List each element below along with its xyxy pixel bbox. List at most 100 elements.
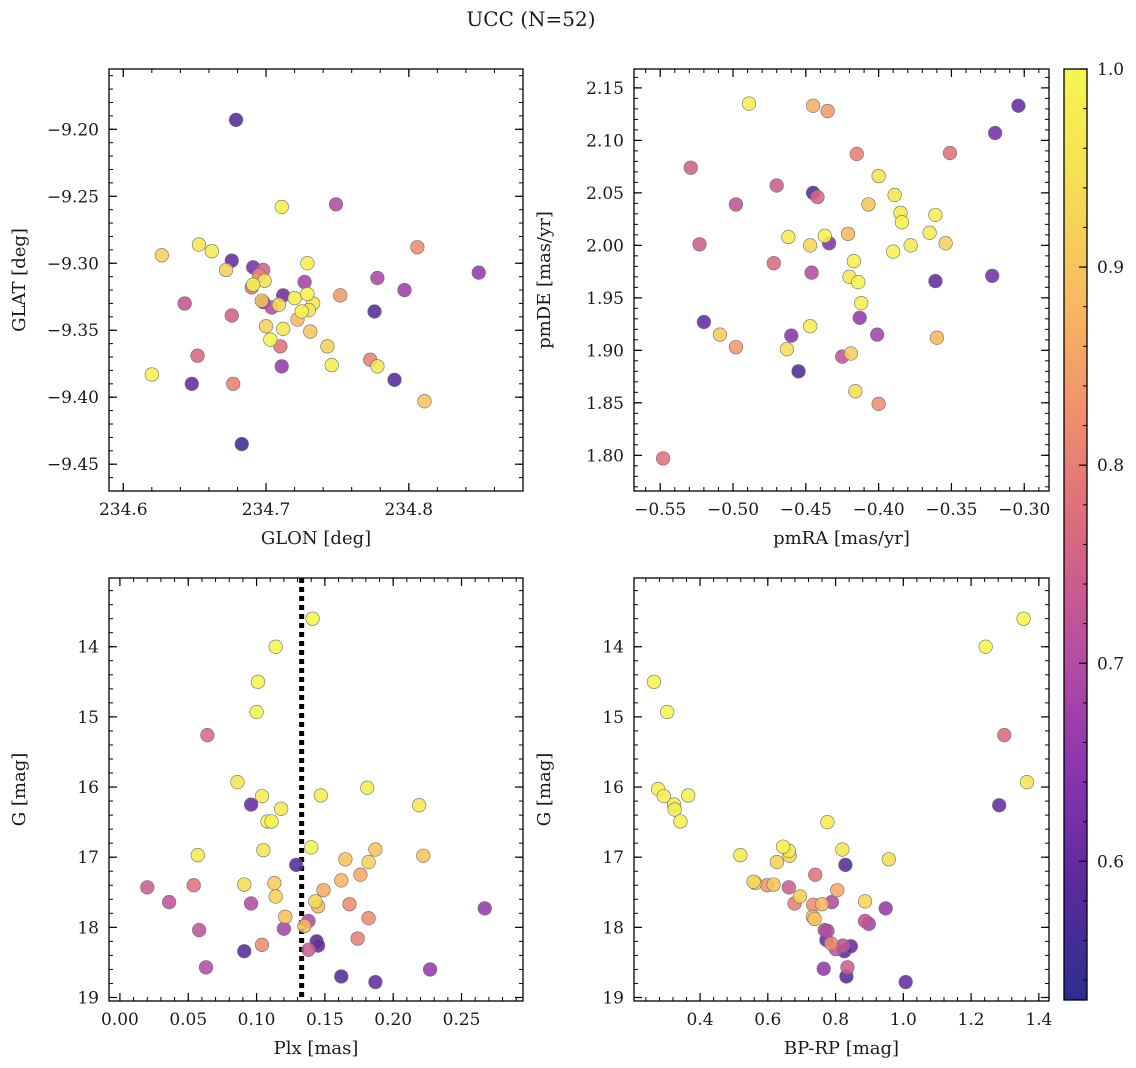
x-tick-label: −0.45 — [780, 500, 832, 520]
scatter-point — [342, 897, 357, 912]
scatter-point — [297, 274, 312, 290]
y-tick-label: 1.80 — [586, 446, 624, 466]
scatter-point — [942, 145, 958, 161]
scatter-point — [881, 852, 896, 867]
scatter-point — [416, 848, 431, 863]
scatter-point — [804, 265, 819, 280]
x-axis-label: Plx [mas] — [274, 1038, 359, 1059]
x-tick-label: 0.05 — [169, 1010, 207, 1030]
scatter-point — [840, 960, 855, 975]
scatter-point — [985, 268, 1000, 283]
panel-plx-g: 0.00 0.05 0.10 0.15 0.20 0.25 14 15 16 17 18 19 Plx … — [9, 577, 524, 1059]
y-tick-label: 16 — [77, 778, 99, 798]
scatter-points — [656, 96, 1026, 466]
scatter-point — [817, 228, 832, 244]
scatter-point — [353, 867, 368, 882]
x-tick-label: −0.50 — [707, 500, 759, 520]
scatter-point — [256, 843, 271, 858]
scatter-point — [849, 146, 864, 162]
y-axis-label: G [mag] — [534, 753, 555, 826]
scatter-point — [367, 304, 382, 319]
x-tick-label: 234.6 — [99, 500, 148, 520]
scatter-point — [792, 889, 808, 904]
scatter-point — [287, 290, 302, 306]
scatter-point — [230, 775, 245, 790]
scatter-point — [274, 801, 289, 816]
x-tick-label: 0.8 — [822, 1010, 849, 1030]
scatter-point — [300, 256, 315, 271]
scatter-point — [898, 974, 913, 990]
x-tick-label: 0.20 — [374, 1010, 412, 1030]
scatter-point — [728, 340, 744, 355]
scatter-point — [263, 332, 278, 347]
x-tick-label: −0.55 — [634, 500, 686, 520]
scatter-point — [274, 359, 289, 374]
scatter-points — [140, 611, 492, 990]
y-tick-label: 1.95 — [586, 289, 624, 309]
scatter-point — [766, 256, 781, 271]
scatter-point — [746, 874, 761, 889]
y-tick-label: 1.90 — [586, 341, 624, 361]
x-tick-label: 234.8 — [384, 500, 433, 520]
scatter-point — [646, 674, 662, 689]
scatter-point — [656, 789, 671, 804]
scatter-point — [226, 376, 241, 391]
scatter-point — [997, 728, 1012, 743]
y-tick-label: 2.00 — [586, 236, 624, 256]
y-tick-label: 2.10 — [586, 131, 624, 151]
scatter-point — [350, 931, 365, 946]
scatter-point — [806, 98, 821, 113]
y-tick-label: 19 — [77, 988, 99, 1008]
scatter-point — [857, 894, 873, 909]
scatter-point — [204, 244, 219, 259]
scatter-point — [803, 238, 818, 253]
y-tick-label: 2.05 — [586, 184, 624, 204]
scatter-point — [243, 797, 259, 812]
y-tick-label: −9.30 — [47, 254, 99, 274]
panel-glon-glat: 234.6 234.7 234.8 −9.20 −9.25 −9.30 −9.35 −9.40… — [9, 68, 524, 549]
scatter-point — [852, 310, 867, 325]
scatter-point — [397, 282, 412, 298]
scatter-point — [368, 842, 383, 857]
y-tick-label: 18 — [602, 918, 624, 938]
scatter-point — [938, 236, 953, 251]
scatter-point — [728, 197, 744, 212]
scatter-point — [861, 197, 876, 212]
scatter-point — [308, 894, 323, 909]
y-tick-label: −9.40 — [47, 388, 99, 408]
scatter-point — [410, 240, 425, 255]
axes-frame — [633, 577, 1050, 1002]
panel-bprp-g: 0.4 0.6 0.8 1.0 1.2 1.4 14 15 16 17 18 19 BP-RP [mag… — [534, 577, 1052, 1059]
scatter-point — [338, 852, 353, 867]
scatter-point — [301, 942, 316, 957]
scatter-point — [224, 308, 239, 323]
scatter-point — [246, 277, 261, 292]
scatter-point — [274, 199, 289, 215]
panels: 234.6 234.7 234.8 −9.20 −9.25 −9.30 −9.35 −9.40… — [9, 68, 1052, 1059]
scatter-point — [200, 728, 215, 743]
scatter-point — [333, 288, 348, 303]
x-tick-label: 234.7 — [242, 500, 291, 520]
y-axis-label: pmDE [mas/yr] — [534, 211, 555, 349]
scatter-point — [250, 674, 266, 689]
scatter-point — [387, 372, 402, 387]
scatter-point — [191, 237, 207, 252]
scatter-point — [741, 96, 757, 111]
scatter-point — [370, 359, 385, 374]
scatter-point — [334, 873, 349, 888]
scatter-points — [646, 611, 1035, 990]
scatter-point — [656, 451, 671, 466]
y-tick-label: −9.25 — [47, 187, 99, 207]
x-tick-label: −0.35 — [925, 500, 977, 520]
scatter-point — [140, 880, 155, 895]
y-tick-label: −9.45 — [47, 455, 99, 475]
scatter-point — [320, 339, 335, 354]
scatter-point — [192, 923, 207, 938]
scatter-point — [835, 938, 851, 953]
colorbar-tick-label: 0.6 — [1097, 852, 1124, 872]
scatter-point — [477, 901, 492, 916]
scatter-point — [824, 936, 839, 951]
y-tick-label: 15 — [77, 708, 99, 728]
scatter-point — [830, 883, 845, 898]
scatter-point — [673, 814, 688, 829]
